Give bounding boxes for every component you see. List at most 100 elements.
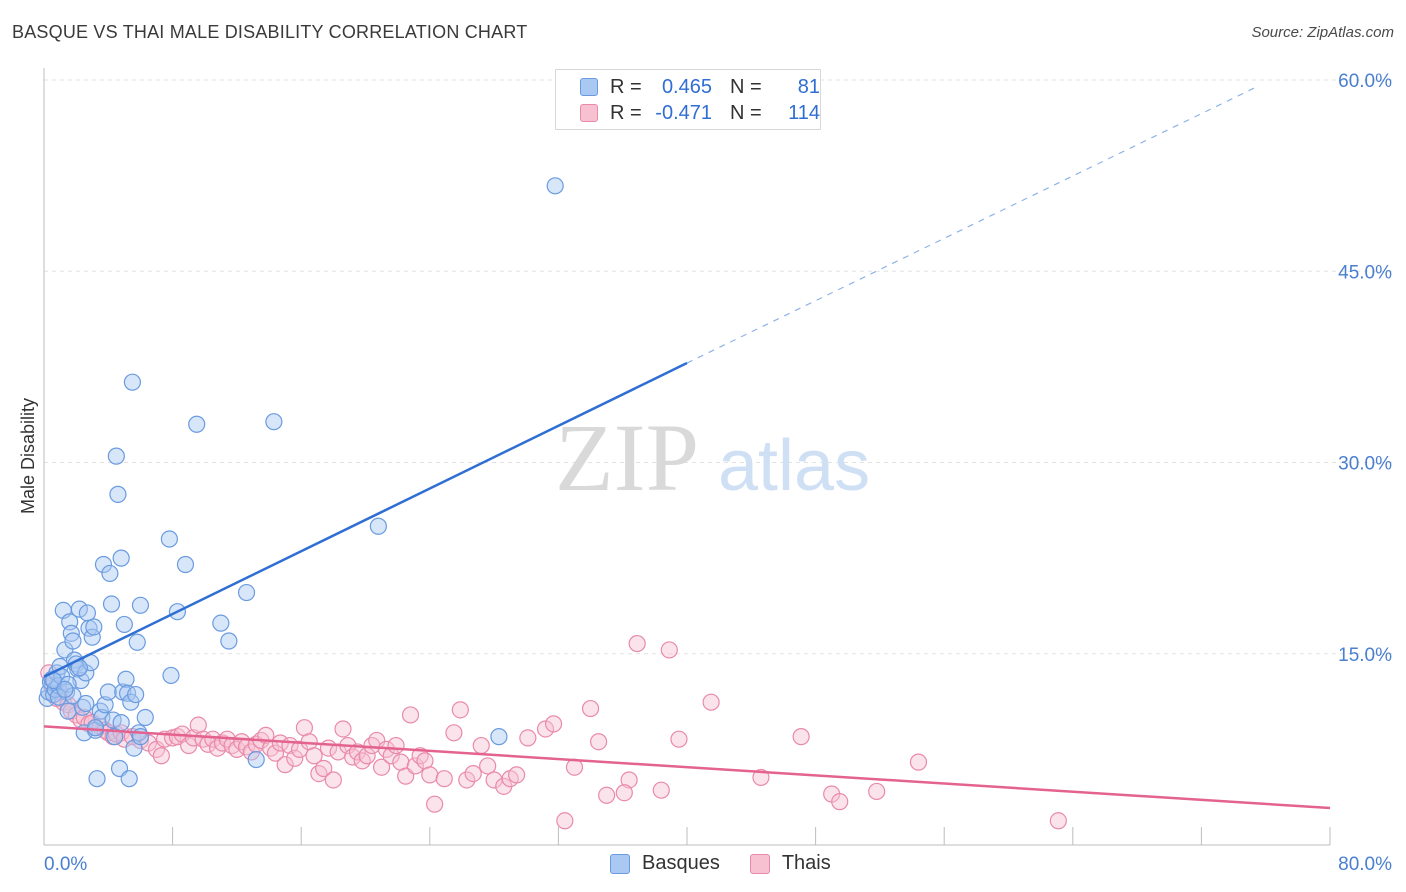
legend-label-basques: Basques: [642, 852, 720, 874]
basque-point: [115, 615, 133, 634]
thai-point: [451, 701, 469, 719]
legend-r-value: -0.471: [655, 101, 712, 124]
source-label: Source: ZipAtlas.com: [1251, 24, 1394, 41]
basque-point: [131, 596, 150, 614]
basque-point: [59, 702, 77, 720]
basque-point: [107, 447, 125, 465]
basque-point: [120, 770, 138, 788]
thai-point: [204, 730, 222, 748]
basque-point: [85, 618, 103, 636]
thai-point: [334, 720, 352, 738]
basque-point: [162, 666, 180, 685]
thai-point: [652, 781, 670, 799]
thai-point: [426, 795, 444, 813]
legend-n-value: 114: [788, 101, 820, 124]
thai-point: [445, 724, 463, 742]
trend-lines: [43, 85, 1331, 810]
basque-point: [212, 614, 230, 632]
watermark-atlas: atlas: [718, 426, 870, 506]
legend-n-label: N =: [730, 75, 762, 98]
legend-r-value: 0.465: [661, 75, 712, 98]
legend-row-basques: R = 0.465 N = 81: [580, 74, 820, 100]
legend-swatch-basques: [580, 78, 598, 96]
x-tick-labels: 0.0% 80.0%: [44, 854, 1392, 875]
thai-point: [556, 812, 574, 830]
thai-point: [670, 730, 688, 748]
basque-trend-extension: [686, 85, 1258, 364]
basque-point: [176, 555, 195, 574]
thai-point: [752, 768, 770, 787]
thai-point: [372, 758, 391, 776]
basque-trend-line: [43, 361, 688, 678]
thai-point: [305, 747, 323, 765]
thai-point: [266, 744, 285, 762]
thai-point: [831, 793, 849, 811]
y-tick-labels: 15.0% 30.0% 45.0% 60.0%: [1338, 71, 1392, 666]
basque-point: [369, 517, 387, 535]
legend-item-basques[interactable]: Basques: [610, 852, 720, 875]
basque-point: [93, 708, 111, 727]
legend-swatch-thais: [580, 104, 598, 122]
thai-point: [660, 641, 678, 659]
y-tick-label: 15.0%: [1338, 645, 1392, 666]
legend-row-thais: R = -0.471 N = 114: [580, 100, 820, 126]
basque-point: [109, 485, 127, 503]
thai-trend-line: [43, 725, 1331, 810]
legend-item-thais[interactable]: Thais: [749, 852, 831, 875]
x-tick-label: 80.0%: [1338, 854, 1392, 875]
watermark: ZIP atlas: [555, 404, 870, 511]
basque-point: [128, 633, 146, 651]
thai-point: [589, 733, 608, 751]
y-tick-label: 60.0%: [1338, 71, 1392, 92]
y-tick-label: 30.0%: [1338, 454, 1392, 475]
basque-point: [237, 583, 256, 602]
thai-point: [435, 770, 453, 788]
legend-n-label: N =: [730, 101, 762, 124]
thai-point: [464, 764, 482, 783]
thai-point: [276, 756, 294, 774]
thai-point: [286, 749, 304, 767]
thai-point: [792, 728, 810, 746]
thai-point: [472, 736, 490, 755]
thai-point: [315, 759, 333, 778]
thai-point: [324, 771, 342, 789]
basque-series: [38, 177, 564, 788]
y-tick-label: 45.0%: [1338, 262, 1392, 283]
basque-point: [99, 683, 117, 701]
axes: [43, 68, 1331, 846]
basque-point: [188, 415, 206, 433]
thai-point: [406, 757, 424, 775]
thai-point: [458, 771, 476, 789]
basque-point: [77, 694, 95, 713]
thai-point: [909, 753, 928, 771]
thai-point: [152, 747, 170, 765]
thai-point: [581, 699, 600, 718]
thai-point: [344, 748, 362, 766]
basque-point: [64, 632, 82, 650]
thai-point: [401, 706, 420, 724]
basque-point: [220, 632, 238, 650]
thai-point: [868, 782, 886, 801]
basque-point: [86, 719, 105, 737]
thai-point: [544, 715, 563, 733]
basque-point: [490, 728, 508, 746]
basque-point: [117, 670, 135, 688]
basque-point: [88, 770, 106, 788]
thai-point: [387, 736, 405, 755]
basque-point: [70, 600, 88, 618]
basque-point: [546, 177, 564, 195]
thai-point: [615, 784, 633, 802]
thai-point: [628, 634, 646, 653]
basque-point: [247, 750, 265, 769]
basque-point: [106, 728, 124, 746]
basque-point: [94, 555, 113, 574]
basque-point: [102, 595, 121, 613]
legend-label-thais: Thais: [781, 852, 831, 874]
legend-n-value: 81: [797, 75, 820, 98]
thai-point: [479, 757, 497, 775]
basque-point: [265, 413, 283, 431]
basque-point: [112, 549, 130, 567]
series-legend: Basques Thais: [610, 852, 861, 875]
thai-point: [508, 766, 526, 784]
